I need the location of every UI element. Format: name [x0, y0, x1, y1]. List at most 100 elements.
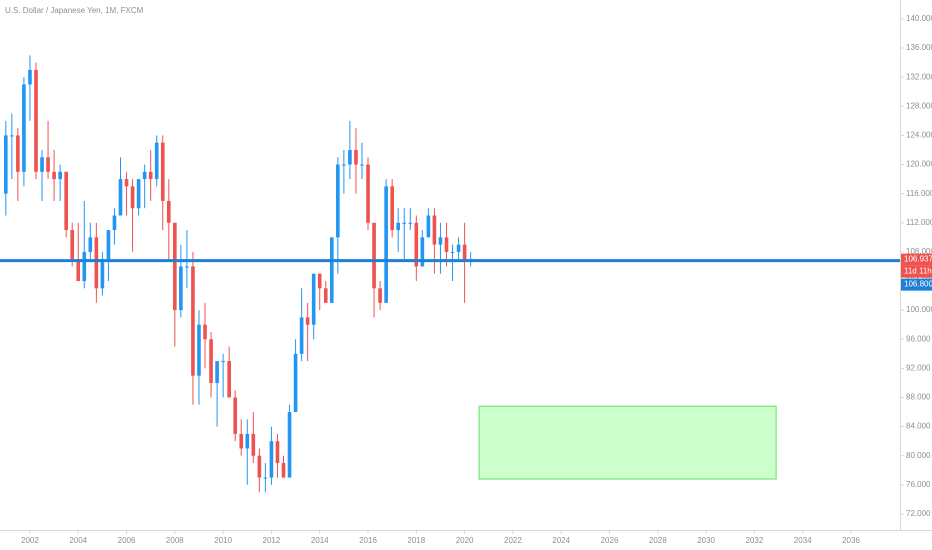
candle-body	[58, 171, 62, 180]
candle-body	[70, 230, 75, 260]
candle-body	[257, 455, 262, 478]
x-tick-label: 2022	[504, 536, 522, 545]
candle-body	[28, 69, 32, 85]
candle-body	[233, 397, 238, 434]
x-tick-label: 2012	[263, 536, 281, 545]
x-tick-label: 2014	[311, 536, 329, 545]
candle-body	[46, 157, 50, 172]
y-tick-label: 124.000	[906, 131, 932, 140]
candle-body	[366, 164, 370, 223]
y-tick-label: 92.000	[906, 363, 931, 372]
x-tick-label: 2032	[745, 536, 763, 545]
candle-body	[130, 186, 135, 209]
candle-body	[179, 266, 183, 311]
y-tick-label: 112.000	[906, 218, 932, 227]
candle-body	[191, 266, 195, 376]
y-tick-label: 140.000	[906, 14, 932, 23]
x-tick-label: 2020	[456, 536, 474, 545]
candle-body	[462, 244, 467, 260]
candle-body	[148, 171, 153, 180]
chart-title: U.S. Dollar / Japanese Yen, 1M, FXCM	[5, 6, 144, 15]
x-tick-label: 2026	[601, 536, 619, 545]
x-tick-label: 2016	[359, 536, 377, 545]
x-tick-label: 2004	[69, 536, 87, 545]
candle-body	[3, 135, 8, 194]
candle-body	[197, 324, 201, 376]
candle-body	[317, 273, 322, 289]
candle-body	[450, 251, 455, 253]
y-tick-label: 128.000	[906, 101, 932, 110]
candle-body	[34, 69, 38, 172]
candle-body	[76, 259, 81, 282]
candle-body	[305, 317, 310, 325]
x-tick-label: 2030	[697, 536, 715, 545]
candle-body	[173, 222, 177, 311]
candle-body	[221, 361, 225, 363]
x-tick-label: 2036	[842, 536, 860, 545]
x-tick-label: 2018	[407, 536, 425, 545]
candle-body	[209, 339, 213, 383]
candle-body	[251, 433, 256, 456]
y-tick-label: 76.000	[906, 480, 931, 489]
candle-body	[64, 171, 68, 231]
candle-body	[402, 222, 407, 224]
candle-body	[40, 157, 44, 172]
candle-body	[426, 215, 431, 238]
candle-body	[124, 179, 129, 187]
candle-body	[293, 353, 298, 413]
y-tick-label: 88.000	[906, 393, 931, 402]
countdown-tag	[901, 265, 932, 278]
candle-body	[420, 237, 425, 267]
line-price-label: 106.800	[904, 280, 932, 289]
last-price-tag	[901, 253, 932, 266]
candle-body	[269, 441, 274, 478]
candle-body	[342, 164, 346, 166]
candle-body	[166, 200, 171, 223]
candle-body	[348, 149, 352, 165]
candle-body	[281, 463, 286, 478]
x-tick-label: 2008	[166, 536, 184, 545]
candle-body	[112, 215, 117, 231]
candle-body	[52, 171, 56, 180]
x-tick-label: 2010	[214, 536, 232, 545]
candle-body	[275, 441, 280, 464]
candle-body	[287, 412, 292, 478]
candle-body	[378, 288, 382, 303]
candle-body	[360, 164, 364, 166]
y-tick-label: 108.000	[906, 247, 932, 256]
y-tick-label: 72.000	[906, 509, 931, 518]
candle-body	[118, 179, 123, 216]
candle-body	[299, 317, 304, 354]
last-price-label: 106.937	[904, 255, 932, 264]
candle-body	[456, 244, 461, 252]
candle-body	[390, 186, 394, 231]
candle-body	[408, 222, 413, 224]
candle-body	[16, 135, 20, 172]
candle-body	[311, 273, 316, 325]
candle-body	[227, 361, 231, 398]
candle-body	[94, 237, 99, 289]
y-tick-label: 96.000	[906, 334, 931, 343]
candle-body	[185, 266, 189, 268]
candle-body	[438, 237, 443, 245]
candle-body	[82, 251, 87, 282]
candle-body	[245, 433, 250, 449]
candle-body	[106, 230, 111, 260]
x-tick-label: 2024	[552, 536, 570, 545]
candle-body	[239, 433, 244, 449]
y-tick-label: 84.000	[906, 422, 931, 431]
candle-body	[100, 259, 105, 289]
y-tick-label: 120.000	[906, 160, 932, 169]
x-tick-label: 2006	[118, 536, 136, 545]
candle-body	[323, 288, 328, 303]
candle-body	[88, 237, 93, 252]
y-tick-label: 100.000	[906, 305, 932, 314]
candle-body	[142, 171, 147, 180]
candle-body	[384, 186, 388, 303]
candle-body	[136, 179, 141, 209]
line-price-tag	[901, 278, 932, 291]
candle-body	[432, 215, 437, 245]
candle-body	[354, 149, 358, 165]
candle-body	[203, 324, 207, 340]
